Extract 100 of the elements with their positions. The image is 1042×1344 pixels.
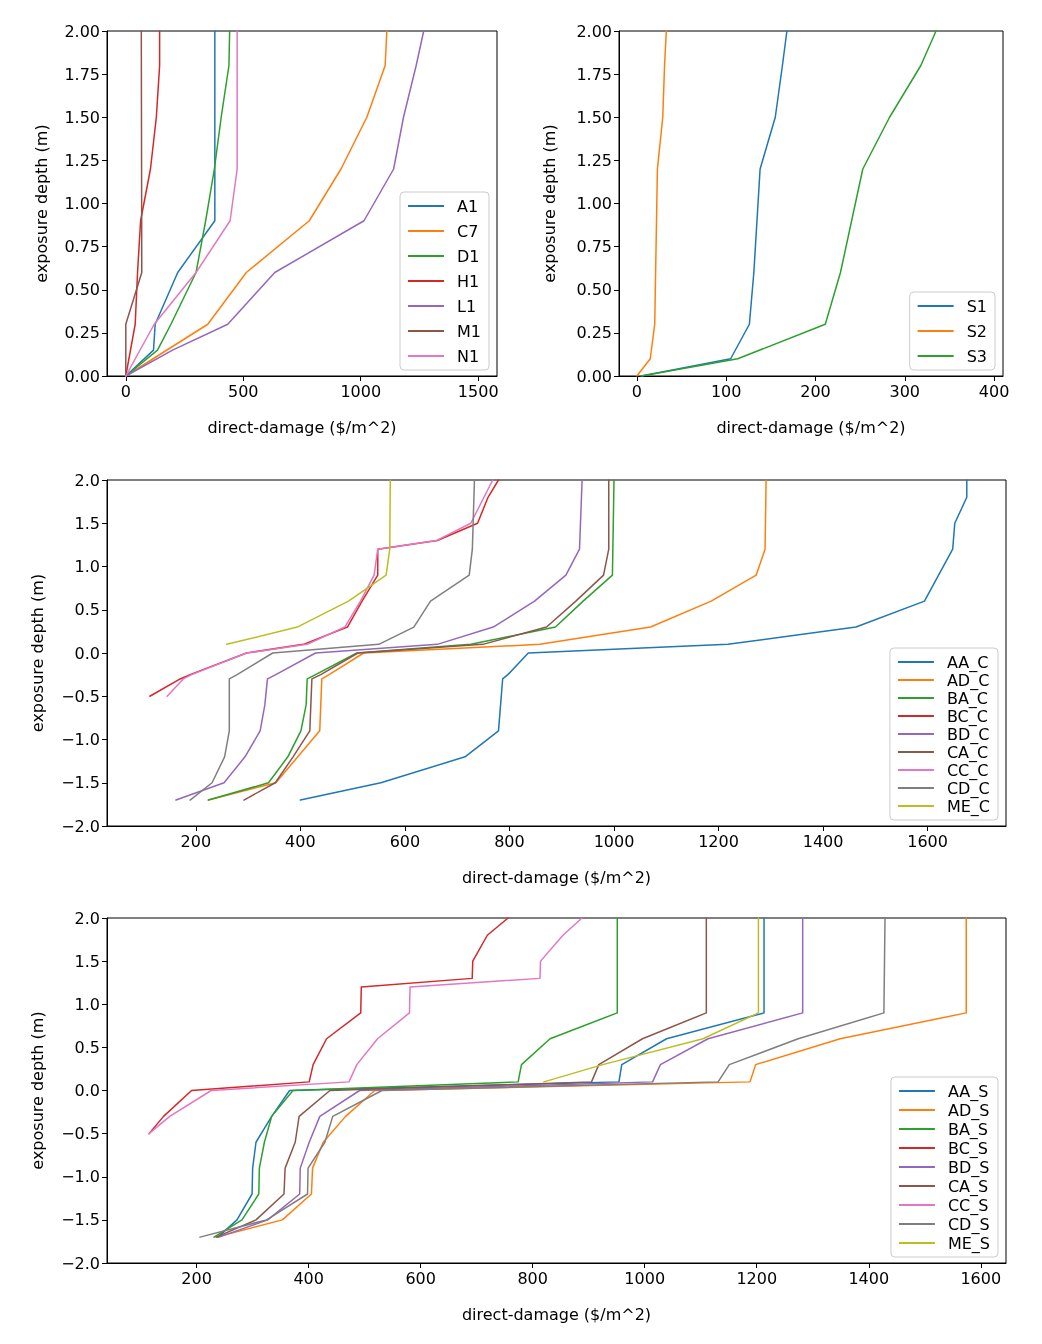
x-tick-label: 1500 xyxy=(457,381,499,401)
legend-label: CC_C xyxy=(946,760,989,781)
x-tick-label: 100 xyxy=(710,381,742,401)
legend-label: BC_C xyxy=(946,706,988,727)
y-tick-label: −0.5 xyxy=(61,686,100,706)
y-axis-title: exposure depth (m) xyxy=(27,1011,47,1170)
y-tick-label: 1.75 xyxy=(64,64,100,84)
legend-label: ME_C xyxy=(946,796,991,817)
legend-label: S2 xyxy=(966,321,988,341)
x-tick-label: 400 xyxy=(978,381,1010,401)
x-tick-label: 1600 xyxy=(960,1268,1002,1288)
x-tick-label: 1000 xyxy=(624,1268,666,1288)
y-tick-label: 0.0 xyxy=(74,643,100,663)
y-axis-title: exposure depth (m) xyxy=(539,124,559,283)
y-tick-label: 1.25 xyxy=(64,150,100,170)
legend-label: CC_S xyxy=(947,1195,989,1216)
y-tick-label: −0.5 xyxy=(61,1124,100,1144)
y-tick-label: −1.5 xyxy=(61,1210,100,1230)
y-tick-label: 1.75 xyxy=(576,64,612,84)
x-tick-label: 1400 xyxy=(848,1268,890,1288)
x-tick-label: 1200 xyxy=(736,1268,778,1288)
y-tick-label: −1.0 xyxy=(61,1167,100,1187)
line-series xyxy=(213,917,619,1238)
y-tick-label: 1.5 xyxy=(74,513,100,533)
y-tick-label: 1.0 xyxy=(74,994,100,1014)
y-tick-label: 0.5 xyxy=(74,600,100,620)
x-tick-label: 1600 xyxy=(907,831,948,851)
y-tick-label: 2.00 xyxy=(576,21,612,41)
x-axis-title: direct-damage ($/m^2) xyxy=(461,867,652,887)
x-tick-label: 0 xyxy=(631,381,642,401)
x-axis-title: direct-damage ($/m^2) xyxy=(716,417,906,437)
legend-label: L1 xyxy=(457,296,477,316)
x-tick-label: 1200 xyxy=(698,831,739,851)
x-tick-label: 300 xyxy=(889,381,921,401)
x-tick-label: 600 xyxy=(389,831,421,851)
x-tick-label: 400 xyxy=(285,831,316,851)
x-tick-label: 500 xyxy=(227,381,259,401)
line-series xyxy=(225,479,392,646)
y-tick-label: 0.00 xyxy=(576,366,612,386)
y-tick-label: 1.00 xyxy=(576,194,612,213)
y-tick-label: 1.50 xyxy=(576,107,612,127)
legend-label: S3 xyxy=(966,346,988,366)
y-axis-title: exposure depth (m) xyxy=(31,124,51,283)
legend-label: BC_S xyxy=(947,1138,988,1159)
y-tick-label: 0.5 xyxy=(74,1037,100,1057)
legend-label: CA_S xyxy=(947,1176,989,1197)
line-series xyxy=(148,917,583,1135)
legend-label: D1 xyxy=(457,246,480,266)
y-tick-label: 1.50 xyxy=(64,107,100,127)
y-tick-label: 0.50 xyxy=(64,280,100,300)
y-tick-label: 2.0 xyxy=(74,908,100,928)
legend-label: C7 xyxy=(457,221,479,241)
x-axis-title: direct-damage ($/m^2) xyxy=(461,1304,652,1324)
y-tick-label: 0.50 xyxy=(576,280,612,300)
line-series xyxy=(189,479,476,801)
y-tick-label: 1.25 xyxy=(576,150,612,170)
legend-label: ME_S xyxy=(947,1233,991,1254)
line-series xyxy=(125,30,143,377)
x-tick-label: 200 xyxy=(800,381,831,401)
legend-label: CD_C xyxy=(946,778,990,799)
legend-label: S1 xyxy=(966,296,988,316)
y-tick-label: 2.00 xyxy=(64,21,100,41)
x-tick-label: 0 xyxy=(120,381,131,401)
y-axis-title: exposure depth (m) xyxy=(27,573,47,733)
y-tick-label: 0.75 xyxy=(64,237,100,257)
y-tick-label: 0.25 xyxy=(64,323,100,343)
legend-label: M1 xyxy=(457,321,481,341)
legend-label: A1 xyxy=(457,196,479,216)
x-axis-title: direct-damage ($/m^2) xyxy=(207,417,397,437)
legend-label: CD_S xyxy=(947,1214,990,1235)
line-series xyxy=(543,917,760,1083)
x-tick-label: 1400 xyxy=(802,831,844,851)
legend-label: BA_S xyxy=(947,1119,989,1140)
legend-label: AD_C xyxy=(946,670,990,691)
x-tick-label: 800 xyxy=(494,831,525,851)
y-tick-label: 1.0 xyxy=(74,557,100,576)
y-tick-label: 0.25 xyxy=(576,323,612,343)
legend-label: AD_S xyxy=(947,1100,990,1121)
x-tick-label: 600 xyxy=(405,1268,436,1288)
x-tick-label: 1000 xyxy=(340,381,382,401)
y-tick-label: −1.5 xyxy=(61,773,100,793)
y-tick-label: 2.0 xyxy=(74,470,100,490)
y-tick-label: 1.00 xyxy=(64,194,100,213)
legend-label: AA_S xyxy=(947,1081,989,1102)
legend-label: BA_C xyxy=(946,688,989,709)
x-tick-label: 200 xyxy=(181,1268,212,1288)
y-tick-label: 0.75 xyxy=(576,237,612,257)
x-tick-label: 200 xyxy=(180,831,212,851)
legend-label: N1 xyxy=(457,346,480,366)
x-tick-label: 1000 xyxy=(593,831,635,851)
x-tick-label: 800 xyxy=(517,1268,548,1288)
legend-label: AA_C xyxy=(946,652,989,673)
y-tick-label: 0.00 xyxy=(64,366,100,386)
y-tick-label: −2.0 xyxy=(61,816,100,836)
line-series xyxy=(636,30,668,377)
y-tick-label: 1.5 xyxy=(74,951,100,971)
line-series xyxy=(640,30,937,377)
y-tick-label: 0.0 xyxy=(74,1081,100,1100)
legend-label: CA_C xyxy=(946,742,989,763)
y-tick-label: −2.0 xyxy=(61,1253,100,1273)
